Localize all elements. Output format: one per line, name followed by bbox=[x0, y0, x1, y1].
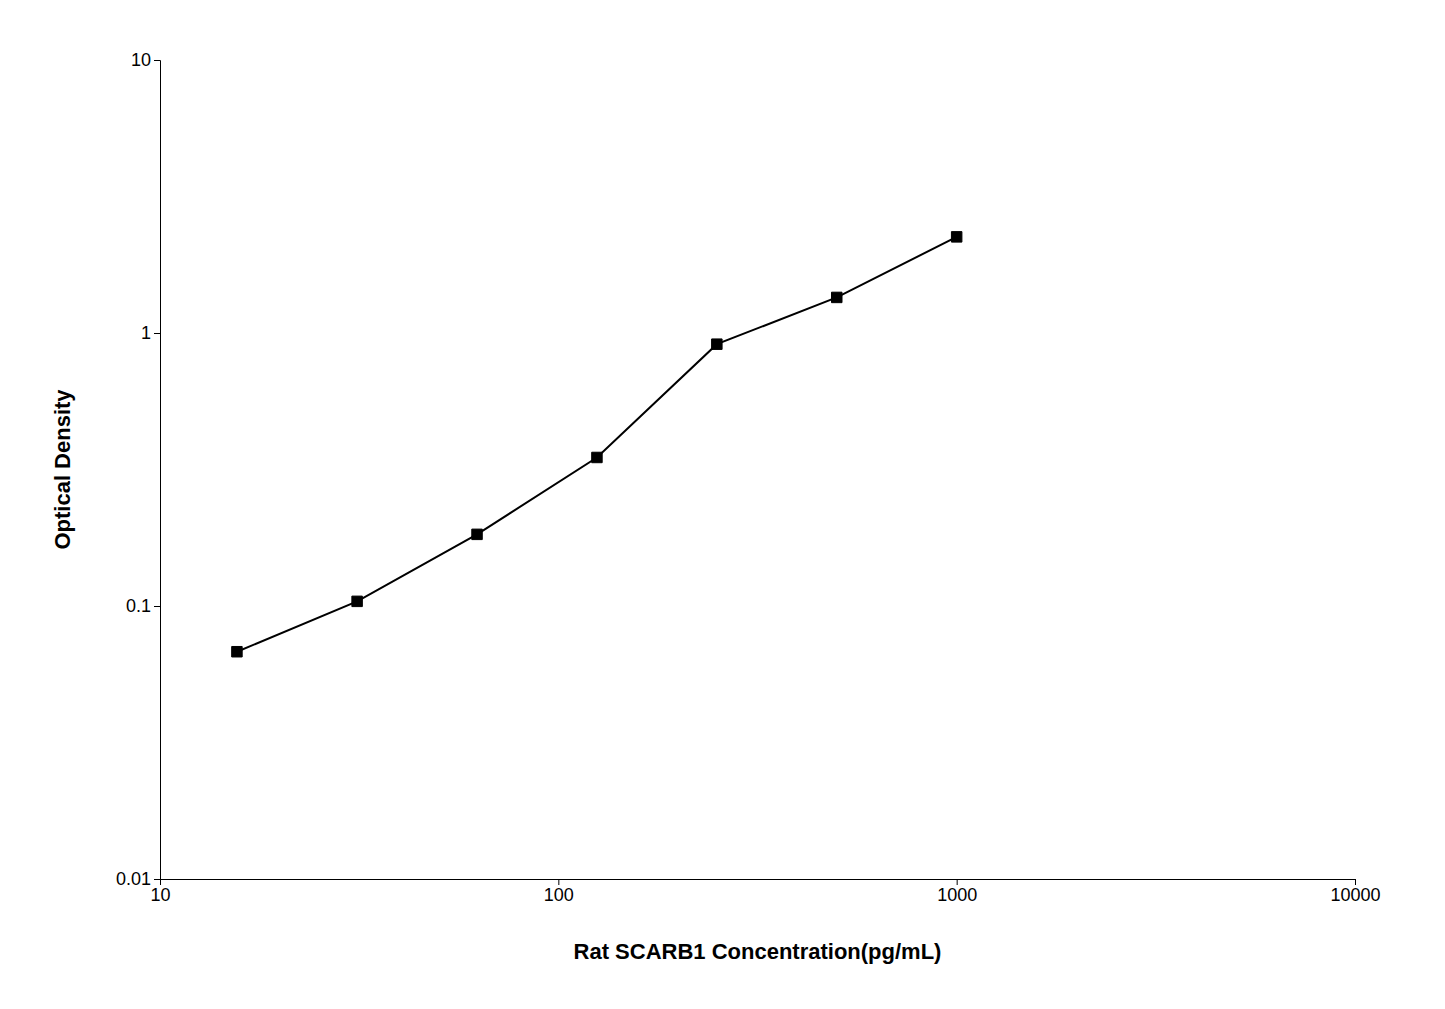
marker bbox=[592, 452, 602, 462]
marker bbox=[472, 529, 482, 539]
y-tick-label: 1 bbox=[141, 323, 151, 343]
x-axis-title: Rat SCARB1 Concentration(pg/mL) bbox=[574, 939, 942, 964]
y-tick: 1 bbox=[141, 323, 160, 343]
y-tick: 10 bbox=[131, 50, 160, 70]
marker bbox=[352, 596, 362, 606]
y-tick-label: 0.01 bbox=[116, 869, 151, 889]
y-tick: 0.01 bbox=[116, 869, 160, 889]
x-axis-line bbox=[161, 880, 1356, 886]
x-tick-label: 100 bbox=[544, 885, 574, 905]
x-tick: 10000 bbox=[1330, 879, 1380, 905]
y-tick-label: 10 bbox=[131, 50, 151, 70]
marker bbox=[232, 646, 242, 656]
y-tick-label: 0.1 bbox=[126, 596, 151, 616]
series bbox=[232, 232, 962, 657]
y-tick-mark bbox=[154, 879, 160, 880]
x-axis: 10 100 1000 10000 bbox=[150, 879, 1380, 905]
marker bbox=[951, 232, 961, 242]
y-tick-mark bbox=[154, 606, 160, 607]
x-tick: 10 bbox=[150, 879, 170, 905]
marker bbox=[832, 292, 842, 302]
y-tick-mark bbox=[154, 333, 160, 334]
y-axis-title: Optical Density bbox=[50, 389, 75, 550]
marker bbox=[712, 339, 722, 349]
y-tick: 0.1 bbox=[126, 596, 160, 616]
y-axis-line bbox=[154, 61, 161, 880]
line bbox=[237, 237, 957, 652]
x-tick-label: 10 bbox=[150, 885, 170, 905]
x-tick: 1000 bbox=[937, 879, 977, 905]
plot-area: 10 100 1000 10000 0.01 0.1 1 10 bbox=[116, 50, 1381, 905]
y-tick-mark bbox=[154, 60, 160, 61]
x-tick-label: 10000 bbox=[1330, 885, 1380, 905]
chart: 10 100 1000 10000 0.01 0.1 1 10 Rat SCARB1 Conce… bbox=[0, 0, 1445, 1009]
y-axis: 0.01 0.1 1 10 bbox=[116, 50, 161, 889]
x-tick: 100 bbox=[544, 879, 574, 905]
x-tick-label: 1000 bbox=[937, 885, 977, 905]
